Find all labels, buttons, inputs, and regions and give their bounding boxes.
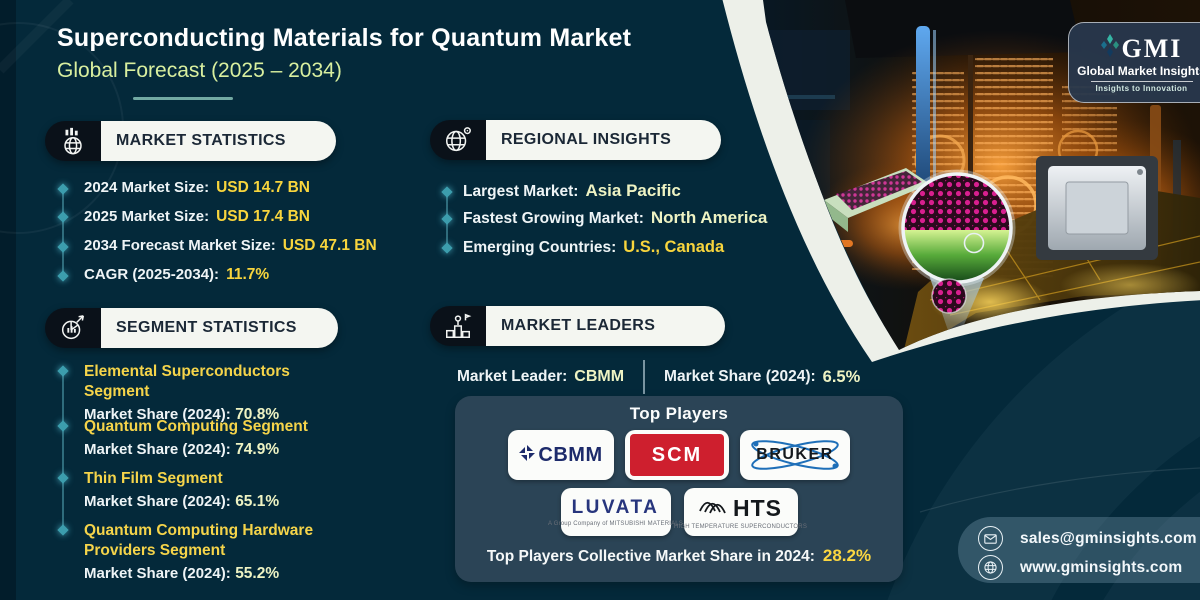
segment-share-label: Market Share (2024): xyxy=(84,493,231,511)
contact-email[interactable]: sales@gminsights.com xyxy=(1020,529,1197,547)
segment-item: Quantum Computing Segment Market Share (… xyxy=(84,417,344,459)
player-logo-cbmm: CBMM xyxy=(508,430,614,480)
segment-share-value: 55.2% xyxy=(235,565,280,583)
contact-website-row[interactable]: www.gminsights.com xyxy=(978,555,1182,580)
stat-row: CAGR (2025-2034): 11.7% xyxy=(84,266,269,284)
player-logo-bruker: BRUKER xyxy=(740,430,850,480)
player-logo-luvata: LUVATA A Group Company of MITSUBISHI MAT… xyxy=(548,488,683,536)
segment-share-label: Market Share (2024): xyxy=(84,441,231,459)
market-leader-row: Market Leader: CBMM Market Share (2024):… xyxy=(457,360,860,394)
stat-value: USD 47.1 BN xyxy=(282,237,377,254)
scm-red-badge: SCM xyxy=(630,434,724,476)
brand-logo-card: GMI Global Market Insights Insights to I… xyxy=(1068,22,1200,103)
globe-pin-icon xyxy=(430,120,486,160)
cbmm-pinwheel-icon xyxy=(519,444,536,466)
stat-label: 2034 Forecast Market Size: xyxy=(84,237,276,254)
player-logo-text: HTS xyxy=(733,494,782,521)
stat-label: CAGR (2025-2034): xyxy=(84,266,220,283)
top-players-row-2: LUVATA A Group Company of MITSUBISHI MAT… xyxy=(455,488,903,536)
segment-share-label: Market Share (2024): xyxy=(84,565,231,583)
player-logo-text: SCM xyxy=(651,443,703,466)
regional-label: Fastest Growing Market: xyxy=(463,210,644,227)
section-header-market-statistics: MARKET STATISTICS xyxy=(45,121,336,161)
stat-value: USD 14.7 BN xyxy=(216,179,310,196)
brand-name: GMI xyxy=(1121,33,1183,63)
segment-share-value: 74.9% xyxy=(235,441,280,459)
segment-name: Quantum Computing Segment xyxy=(84,418,308,435)
stat-row: 2025 Market Size: USD 17.4 BN xyxy=(84,208,310,226)
collective-share-label: Top Players Collective Market Share in 2… xyxy=(486,548,815,565)
brand-tagline: Insights to Innovation xyxy=(1095,84,1188,93)
section-header-market-leaders: MARKET LEADERS xyxy=(430,306,725,346)
vertical-divider xyxy=(643,360,646,394)
subtitle-underline xyxy=(133,97,233,100)
bruker-orbit-icon xyxy=(751,440,839,470)
envelope-icon xyxy=(978,526,1003,551)
segment-share-label: Market Share (2024): xyxy=(84,406,231,424)
swoosh-band xyxy=(722,0,1200,362)
page-subtitle: Global Forecast (2025 – 2034) xyxy=(57,59,342,82)
hts-wave-icon xyxy=(699,496,729,521)
regional-row: Emerging Countries: U.S., Canada xyxy=(463,238,724,257)
globe-chart-icon xyxy=(45,121,101,161)
section-header-segment-statistics: SEGMENT STATISTICS xyxy=(45,308,338,348)
player-logo-text: CBMM xyxy=(538,443,603,466)
segment-item: Elemental Superconductors Segment Market… xyxy=(84,362,344,424)
regional-label: Emerging Countries: xyxy=(463,239,617,256)
stat-value: USD 17.4 BN xyxy=(216,208,310,225)
player-logo-subtext: HIGH TEMPERATURE SUPERCONDUCTORS xyxy=(673,523,808,530)
contact-website[interactable]: www.gminsights.com xyxy=(1020,558,1183,576)
regional-value: North America xyxy=(650,208,768,227)
contact-panel: sales@gminsights.com www.gminsights.com xyxy=(958,517,1200,583)
pie-segment-icon xyxy=(45,308,101,348)
gmi-diamond-icon xyxy=(1100,34,1119,63)
stat-value: 11.7% xyxy=(226,266,270,283)
section-title: MARKET STATISTICS xyxy=(116,132,286,149)
player-logo-text: LUVATA xyxy=(571,497,660,518)
leader-podium-icon xyxy=(430,306,486,346)
segment-share-value: 65.1% xyxy=(235,493,280,511)
brand-divider xyxy=(1090,81,1193,82)
player-logo-hts: HTS HIGH TEMPERATURE SUPERCONDUCTORS xyxy=(674,488,807,536)
stat-label: 2024 Market Size: xyxy=(84,179,210,196)
connector-line xyxy=(62,190,64,278)
leader-share-value: 6.5% xyxy=(822,367,861,386)
collective-share-value: 28.2% xyxy=(822,546,872,565)
contact-email-row[interactable]: sales@gminsights.com xyxy=(978,526,1197,551)
page-title: Superconducting Materials for Quantum Ma… xyxy=(57,24,632,52)
player-logo-scm: SCM xyxy=(625,430,729,480)
player-logo-subtext: A Group Company of MITSUBISHI MATERIALS xyxy=(547,521,684,527)
globe-icon xyxy=(978,555,1003,580)
connector-line xyxy=(62,375,64,533)
regional-row: Fastest Growing Market: North America xyxy=(463,208,767,228)
leader-label: Market Leader: xyxy=(457,368,568,385)
top-players-row-1: CBMM SCM BRUKER xyxy=(455,430,903,480)
top-players-box: Top Players CBMM SCM xyxy=(455,396,903,582)
section-title: MARKET LEADERS xyxy=(501,317,656,334)
section-title: SEGMENT STATISTICS xyxy=(116,319,297,336)
segment-item: Thin Film Segment Market Share (2024): 6… xyxy=(84,469,344,511)
top-players-footer: Top Players Collective Market Share in 2… xyxy=(455,546,903,566)
section-title: REGIONAL INSIGHTS xyxy=(501,131,672,148)
segment-name: Elemental Superconductors Segment xyxy=(84,363,290,401)
brand-org: Global Market Insights xyxy=(1077,64,1200,78)
player-logo-text: BRUKER xyxy=(756,446,834,463)
segment-name: Quantum Computing Hardware Providers Seg… xyxy=(84,522,314,560)
regional-row: Largest Market: Asia Pacific xyxy=(463,181,681,201)
stat-row: 2034 Forecast Market Size: USD 47.1 BN xyxy=(84,237,377,255)
stat-label: 2025 Market Size: xyxy=(84,208,210,225)
segment-name: Thin Film Segment xyxy=(84,470,223,487)
leader-share-label: Market Share (2024): xyxy=(664,368,816,385)
stat-row: 2024 Market Size: USD 14.7 BN xyxy=(84,179,310,197)
top-players-title: Top Players xyxy=(629,404,729,423)
regional-value: U.S., Canada xyxy=(623,238,725,256)
regional-value: Asia Pacific xyxy=(585,181,681,200)
segment-item: Quantum Computing Hardware Providers Seg… xyxy=(84,521,334,583)
section-header-regional-insights: REGIONAL INSIGHTS xyxy=(430,120,721,160)
leader-value: CBMM xyxy=(574,368,625,385)
regional-label: Largest Market: xyxy=(463,183,579,200)
segment-share-value: 70.8% xyxy=(235,406,280,424)
